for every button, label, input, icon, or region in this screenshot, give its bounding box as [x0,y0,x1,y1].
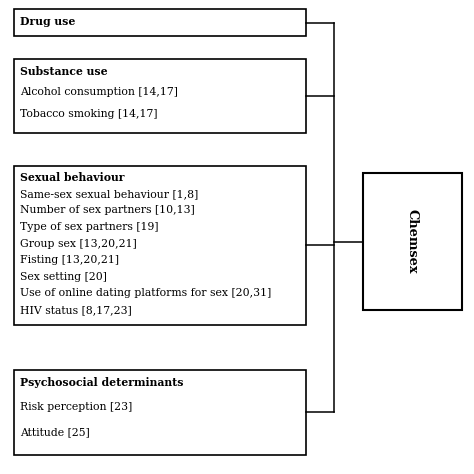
Text: Fisting [13,20,21]: Fisting [13,20,21] [20,255,119,265]
Text: Sexual behaviour: Sexual behaviour [20,173,125,183]
Text: Chemsex: Chemsex [406,210,419,274]
Text: Use of online dating platforms for sex [20,31]: Use of online dating platforms for sex [… [20,288,272,299]
Text: Alcohol consumption [14,17]: Alcohol consumption [14,17] [20,87,178,98]
Text: Sex setting [20]: Sex setting [20] [20,272,107,282]
FancyBboxPatch shape [14,59,306,133]
FancyBboxPatch shape [363,173,462,310]
FancyBboxPatch shape [14,370,306,455]
FancyBboxPatch shape [14,9,306,36]
Text: Number of sex partners [10,13]: Number of sex partners [10,13] [20,205,195,216]
Text: Same-sex sexual behaviour [1,8]: Same-sex sexual behaviour [1,8] [20,189,199,199]
Text: Psychosocial determinants: Psychosocial determinants [20,377,184,388]
Text: Risk perception [23]: Risk perception [23] [20,402,133,412]
Text: Attitude [25]: Attitude [25] [20,428,90,438]
Text: Substance use: Substance use [20,66,108,77]
FancyBboxPatch shape [14,166,306,325]
Text: Type of sex partners [19]: Type of sex partners [19] [20,222,159,232]
Text: Group sex [13,20,21]: Group sex [13,20,21] [20,239,137,249]
Text: Drug use: Drug use [20,16,76,27]
Text: HIV status [8,17,23]: HIV status [8,17,23] [20,305,132,315]
Text: Tobacco smoking [14,17]: Tobacco smoking [14,17] [20,109,158,119]
